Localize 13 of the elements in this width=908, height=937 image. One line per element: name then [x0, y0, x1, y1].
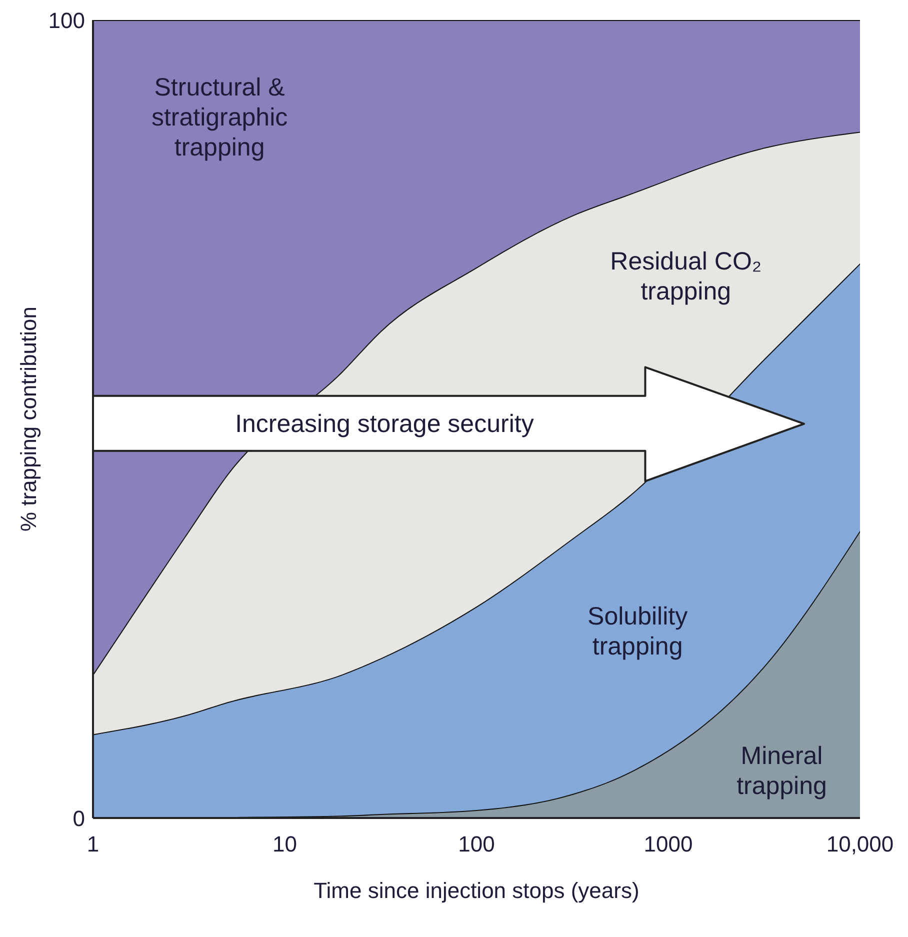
- y-axis-title: % trapping contribution: [16, 306, 41, 532]
- series-label: Residual CO₂ trapping: [610, 247, 762, 306]
- series-label: Mineral trapping: [736, 742, 827, 800]
- x-tick-label: 10: [272, 832, 297, 857]
- x-tick-label: 10,000: [826, 832, 894, 857]
- x-tick-label: 100: [458, 832, 495, 857]
- annotation: Increasing storage security: [235, 410, 534, 438]
- x-tick-label: 1: [86, 832, 100, 857]
- series-label: Solubility trapping: [588, 602, 688, 660]
- x-axis-title: Time since injection stops (years): [314, 878, 640, 903]
- x-tick-label: 1000: [644, 832, 693, 857]
- series-label: Structural & stratigraphic trapping: [151, 74, 288, 162]
- y-tick-label: 0: [72, 806, 85, 831]
